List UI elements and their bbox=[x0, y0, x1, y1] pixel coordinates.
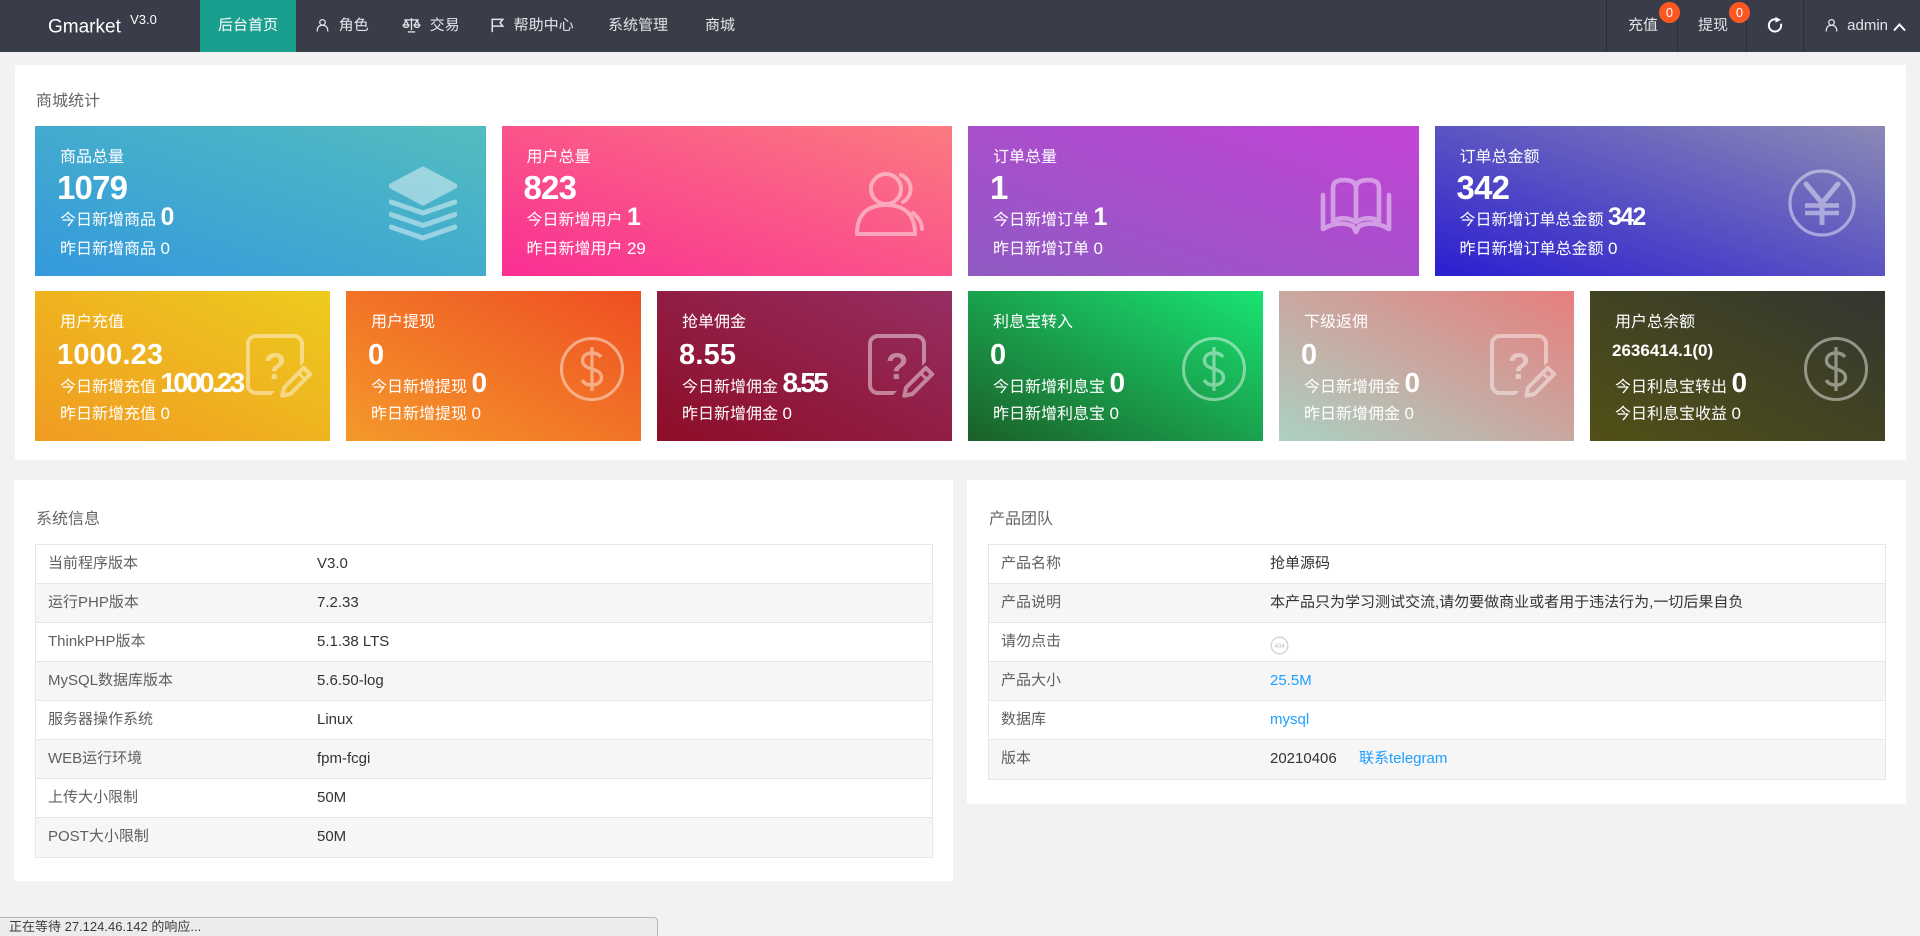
svg-text:?: ? bbox=[886, 346, 909, 387]
svg-text:?: ? bbox=[1508, 346, 1531, 387]
svg-text:404: 404 bbox=[1274, 644, 1285, 650]
svg-text:?: ? bbox=[264, 346, 287, 387]
